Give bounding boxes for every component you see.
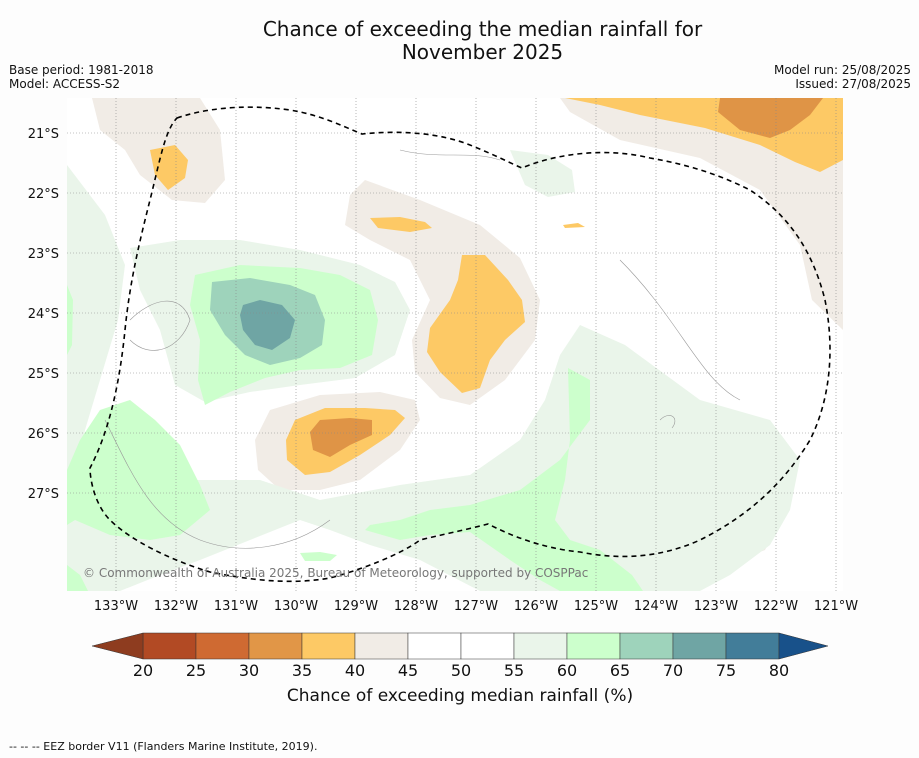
eez-border xyxy=(89,106,831,583)
lon-label: 122°W xyxy=(754,599,798,614)
copyright-text: © Commonwealth of Australia 2025, Bureau… xyxy=(83,566,588,580)
lon-label: 127°W xyxy=(454,599,498,614)
colorbar-swatch xyxy=(619,632,674,660)
colorbar-tick-label: 55 xyxy=(504,661,524,680)
eez-footnote: -- -- -- EEZ border V11 (Flanders Marine… xyxy=(9,740,318,753)
lat-label: 23°S xyxy=(28,247,59,262)
issued-date: Issued: 27/08/2025 xyxy=(795,77,911,91)
colorbar-under-arrow xyxy=(91,632,144,660)
meta-right: Model run: 25/08/2025 Issued: 27/08/2025 xyxy=(774,63,911,91)
lon-label: 133°W xyxy=(94,599,138,614)
colorbar-label: Chance of exceeding median rainfall (%) xyxy=(286,686,634,706)
longitude-labels: 133°W 132°W 131°W 130°W 129°W 128°W 127°… xyxy=(94,599,858,614)
colorbar-swatch xyxy=(301,632,356,660)
lon-label: 125°W xyxy=(574,599,618,614)
colorbar-swatch xyxy=(725,632,780,660)
map-plot-area: © Commonwealth of Australia 2025, Bureau… xyxy=(67,98,843,591)
lat-label: 21°S xyxy=(28,127,59,142)
lat-label: 25°S xyxy=(28,367,59,382)
colorbar-tick-label: 80 xyxy=(769,661,789,680)
lon-label: 132°W xyxy=(154,599,198,614)
dark-orange-regions xyxy=(310,98,823,457)
colorbar-swatch xyxy=(566,632,621,660)
lon-label: 121°W xyxy=(814,599,858,614)
colorbar-swatch xyxy=(460,632,515,660)
colorbar xyxy=(91,632,829,660)
model-name: Model: ACCESS-S2 xyxy=(9,77,121,91)
colorbar-tick-label: 65 xyxy=(610,661,630,680)
colorbar-over-arrow xyxy=(778,632,829,660)
colorbar-swatch xyxy=(142,632,197,660)
lon-label: 131°W xyxy=(214,599,258,614)
title-line-1: Chance of exceeding the median rainfall … xyxy=(262,17,703,41)
deep-teal-region xyxy=(240,300,295,350)
latitude-labels: 21°S 22°S 23°S 24°S 25°S 26°S 27°S xyxy=(28,127,59,502)
colorbar-swatch xyxy=(407,632,462,660)
gridlines xyxy=(67,98,843,591)
colorbar-swatch xyxy=(354,632,409,660)
meta-left: Base period: 1981-2018 Model: ACCESS-S2 xyxy=(9,63,154,91)
lat-label: 26°S xyxy=(28,427,59,442)
colorbar-tick-label: 25 xyxy=(186,661,206,680)
lat-label: 22°S xyxy=(28,187,59,202)
lat-label: 27°S xyxy=(28,487,59,502)
colorbar-swatch xyxy=(248,632,303,660)
colorbar-tick-label: 50 xyxy=(451,661,471,680)
lon-label: 130°W xyxy=(274,599,318,614)
colorbar-tick-label: 45 xyxy=(398,661,418,680)
lon-label: 123°W xyxy=(694,599,738,614)
map-title: Chance of exceeding the median rainfall … xyxy=(0,18,919,64)
contour-lines xyxy=(104,149,741,549)
title-line-2: November 2025 xyxy=(401,40,564,64)
lon-label: 126°W xyxy=(514,599,558,614)
model-run: Model run: 25/08/2025 xyxy=(773,63,911,77)
colorbar-tick-label: 40 xyxy=(345,661,365,680)
colorbar-tick-label: 20 xyxy=(133,661,153,680)
colorbar-tick-label: 70 xyxy=(663,661,683,680)
colorbar-ticks: 20 25 30 35 40 45 50 55 60 65 70 75 80 xyxy=(133,661,789,680)
colorbar-swatch xyxy=(195,632,250,660)
colorbar-tick-label: 60 xyxy=(557,661,577,680)
lat-label: 24°S xyxy=(28,307,59,322)
colorbar-swatch xyxy=(672,632,727,660)
lon-label: 129°W xyxy=(334,599,378,614)
colorbar-tick-label: 35 xyxy=(292,661,312,680)
colorbar-tick-label: 30 xyxy=(239,661,259,680)
lon-label: 128°W xyxy=(394,599,438,614)
colorbar-tick-label: 75 xyxy=(716,661,736,680)
lon-label: 124°W xyxy=(634,599,678,614)
colorbar-swatch xyxy=(513,632,568,660)
base-period: Base period: 1981-2018 xyxy=(9,63,154,77)
